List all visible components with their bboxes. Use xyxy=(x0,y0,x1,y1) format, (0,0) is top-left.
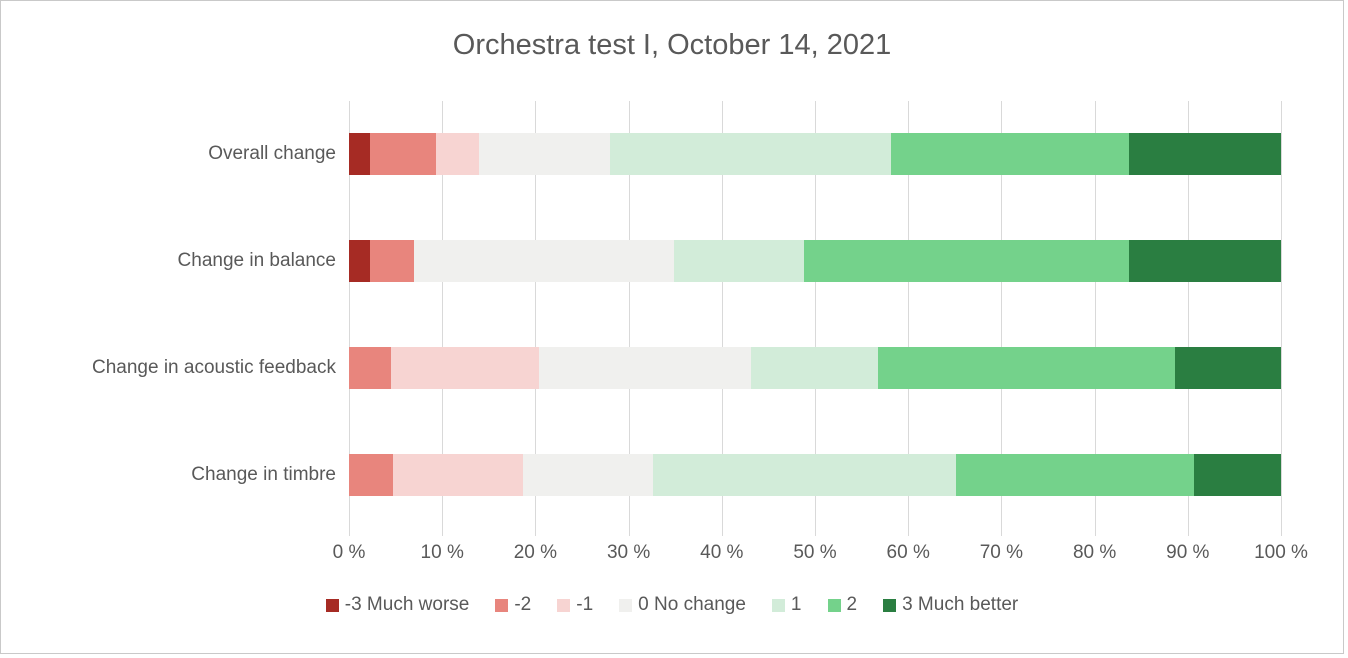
plot-area xyxy=(349,101,1282,536)
x-axis-tick-label: 10 % xyxy=(420,542,464,563)
legend-label: 3 Much better xyxy=(902,594,1019,615)
legend-item: -2 xyxy=(495,594,531,616)
chart-title: Orchestra test I, October 14, 2021 xyxy=(452,29,892,61)
category-label: Change in balance xyxy=(177,250,336,272)
gridline xyxy=(349,101,350,536)
legend-swatch-icon xyxy=(619,598,633,612)
legend-label: 1 xyxy=(790,594,802,615)
stacked-bar xyxy=(349,240,1281,283)
legend-label: -3 Much worse xyxy=(344,594,470,615)
bar-segment xyxy=(1194,453,1281,496)
bar-segment xyxy=(539,346,752,389)
bar-segment xyxy=(1129,240,1281,283)
gridline xyxy=(628,101,630,536)
bar-segment xyxy=(479,133,610,176)
legend: -3 Much worse -2 -1 0 No change 1 2 3 Much bet… xyxy=(1,594,1343,616)
chart-body: Overall change Change in balance Change in… xyxy=(1,101,1343,568)
bar-segment xyxy=(1174,346,1281,389)
gridline xyxy=(908,101,910,536)
gridline xyxy=(1281,101,1282,536)
legend-item: 1 xyxy=(771,594,802,616)
x-axis-tick-label: 70 % xyxy=(979,542,1024,563)
gridline xyxy=(442,101,444,536)
legend-swatch-icon xyxy=(827,598,841,612)
gridline xyxy=(1001,101,1003,536)
bar-segment xyxy=(673,240,805,283)
legend-item: -3 Much worse xyxy=(325,594,470,616)
bar-segment xyxy=(392,453,523,496)
x-axis: 0 % 10 % 20 % 30 % 40 % 50 % 60 % 70 % 80 % 90 % 1… xyxy=(333,528,1308,568)
bar-segment xyxy=(390,346,540,389)
legend-swatch-icon xyxy=(771,598,785,612)
gridline xyxy=(721,101,723,536)
gridline xyxy=(1094,101,1096,536)
x-axis-tick-label: 20 % xyxy=(513,542,558,563)
legend-item: -1 xyxy=(557,594,593,616)
legend-swatch-icon xyxy=(557,598,571,612)
bar-segment xyxy=(877,346,1175,389)
stacked-bar xyxy=(349,453,1281,496)
x-axis-tick-label: 30 % xyxy=(606,542,651,563)
bar-row xyxy=(349,101,1281,208)
x-axis-tick-label: 100 % xyxy=(1254,542,1308,563)
x-axis-tick-label: 0 % xyxy=(332,542,366,563)
x-axis-tick-label: 80 % xyxy=(1072,542,1117,563)
legend-swatch-icon xyxy=(495,598,509,612)
plot-column: 0 % 10 % 20 % 30 % 40 % 50 % 60 % 70 % 80 % 90 % 1… xyxy=(333,101,1308,568)
category-label: Overall change xyxy=(208,143,336,165)
x-axis-tick-label: 50 % xyxy=(793,542,837,563)
bar-row xyxy=(349,315,1281,422)
bar-segment xyxy=(890,133,1130,176)
gridline xyxy=(1187,101,1189,536)
bar-segment xyxy=(349,240,371,283)
legend-item: 2 xyxy=(827,594,858,616)
x-axis-tick-label: 90 % xyxy=(1166,542,1210,563)
stacked-bar xyxy=(349,133,1281,176)
x-axis-tick-label: 60 % xyxy=(886,542,930,563)
bar-segment xyxy=(653,453,957,496)
legend-label: 0 No change xyxy=(638,594,746,615)
bar-segment xyxy=(370,133,436,176)
bar-segment xyxy=(435,133,480,176)
legend-label: 2 xyxy=(846,594,858,615)
gridline xyxy=(535,101,537,536)
bar-row xyxy=(349,421,1281,528)
category-axis: Overall change Change in balance Change in… xyxy=(1,101,349,528)
bar-segment xyxy=(349,133,371,176)
legend-swatch-icon xyxy=(883,598,897,612)
bar-segment xyxy=(414,240,674,283)
bar-segment xyxy=(522,453,654,496)
stacked-bar xyxy=(349,346,1281,389)
bar-segment xyxy=(1129,133,1281,176)
bar-segment xyxy=(349,453,393,496)
bar-segment xyxy=(804,240,1130,283)
bar-segment xyxy=(609,133,891,176)
legend-label: -1 xyxy=(576,594,594,615)
legend-swatch-icon xyxy=(325,598,339,612)
legend-item: 3 Much better xyxy=(883,594,1018,616)
category-label: Change in timbre xyxy=(191,463,336,485)
bar-segment xyxy=(956,453,1195,496)
bar-segment xyxy=(349,346,391,389)
bar-segment xyxy=(751,346,878,389)
gridline xyxy=(815,101,816,536)
bar-row xyxy=(349,208,1281,315)
legend-item: 0 No change xyxy=(619,594,746,616)
legend-label: -2 xyxy=(514,594,532,615)
bar-segment xyxy=(370,240,415,283)
category-label: Change in acoustic feedback xyxy=(92,356,336,378)
x-axis-tick-label: 40 % xyxy=(700,542,744,563)
